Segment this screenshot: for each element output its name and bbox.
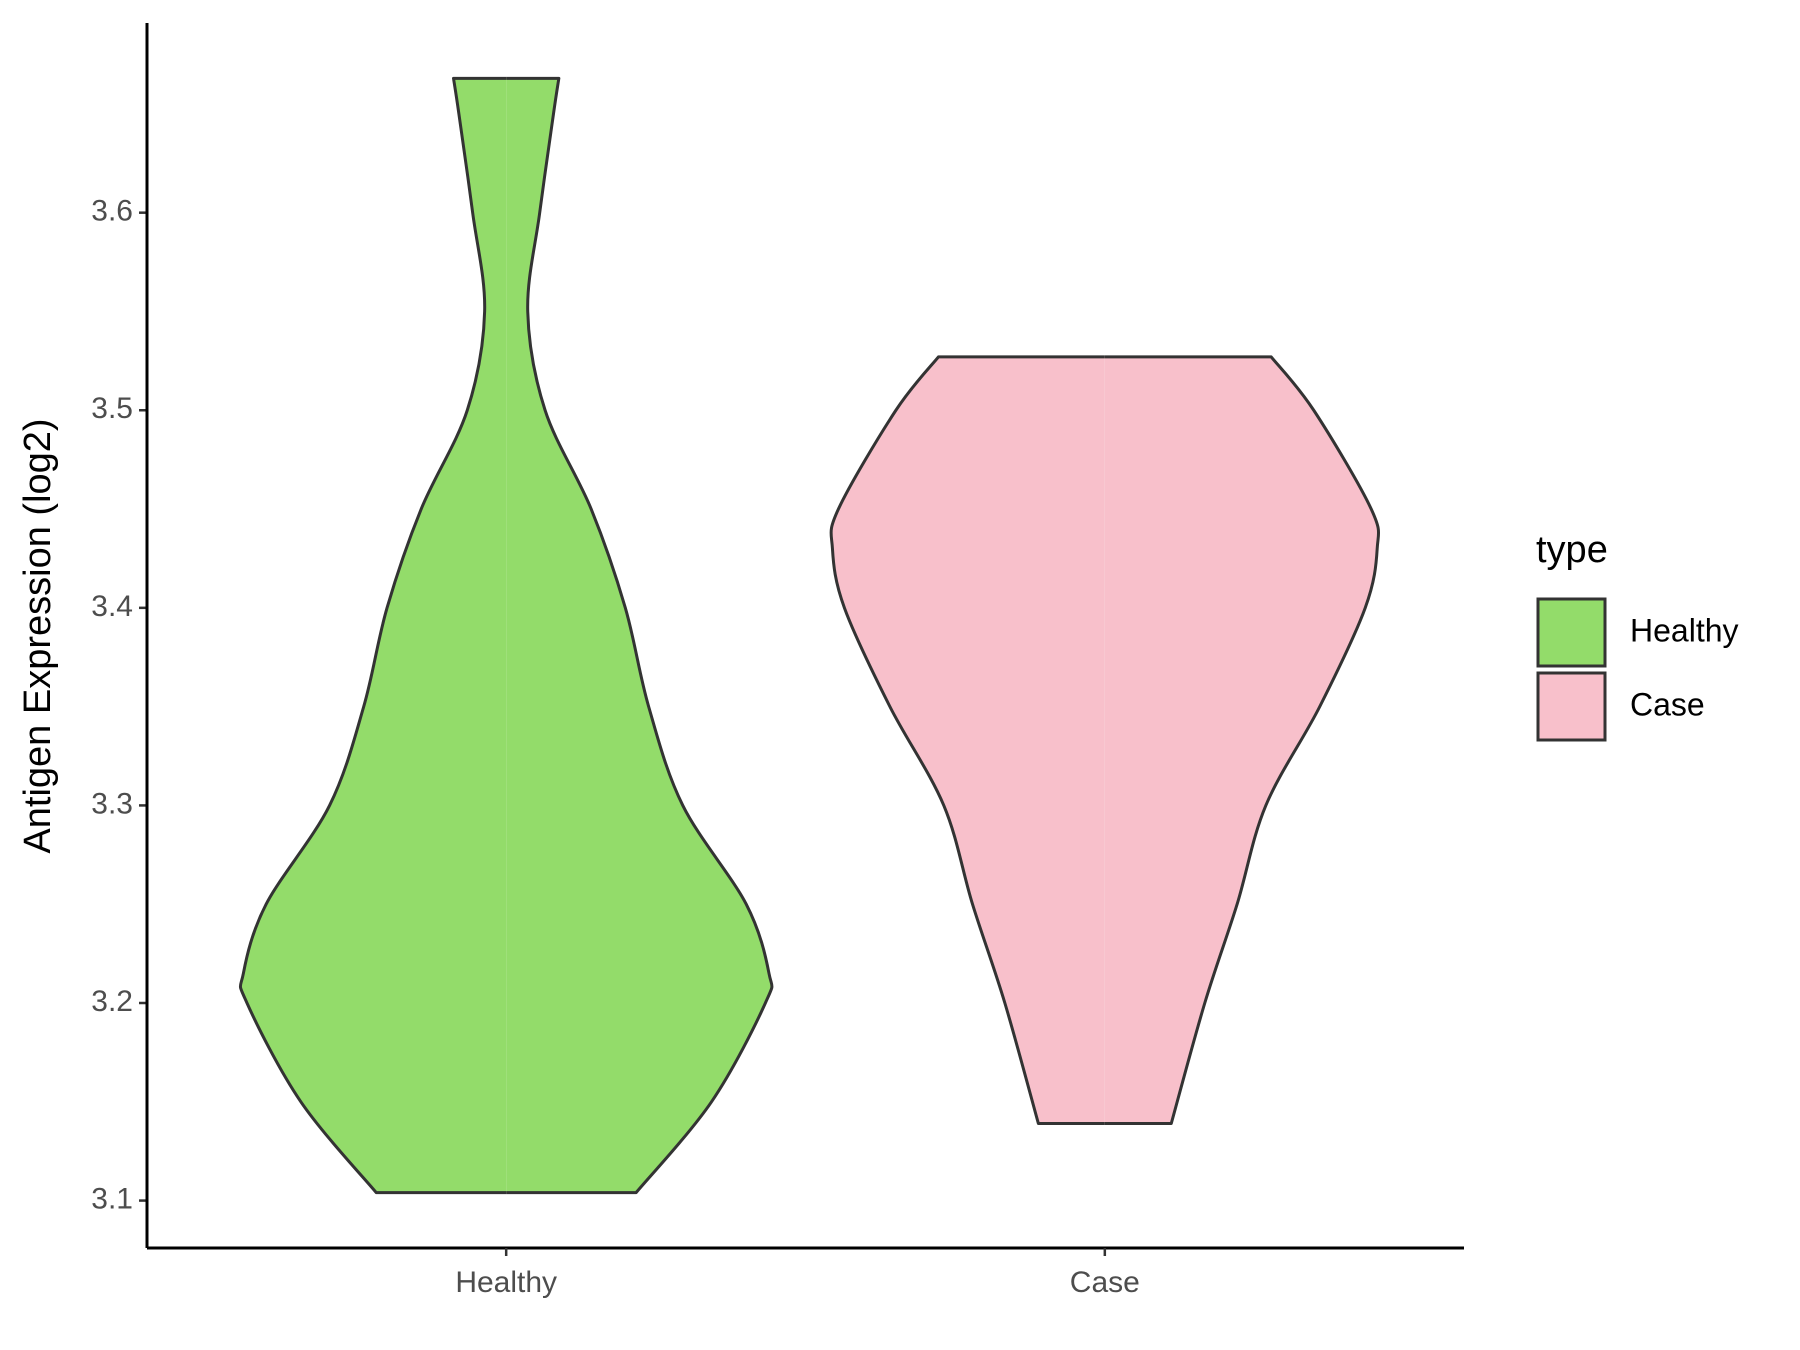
legend-key bbox=[1536, 597, 1607, 668]
x-tick-label: Healthy bbox=[455, 1266, 557, 1299]
y-tick-label: 3.2 bbox=[91, 985, 133, 1018]
violin-half bbox=[506, 76, 774, 1195]
y-axis-title: Antigen Expression (log2) bbox=[17, 418, 59, 853]
violin-half bbox=[238, 76, 507, 1195]
violin-half bbox=[1104, 355, 1381, 1126]
y-tick-label: 3.6 bbox=[91, 195, 133, 228]
legend-key bbox=[1536, 671, 1607, 742]
y-tick-label: 3.4 bbox=[91, 590, 133, 623]
legend-label: Case bbox=[1630, 686, 1705, 722]
y-tick-label: 3.1 bbox=[91, 1183, 133, 1216]
legend-label: Healthy bbox=[1630, 612, 1739, 648]
x-tick-label: Case bbox=[1070, 1266, 1140, 1299]
y-tick-label: 3.3 bbox=[91, 787, 133, 820]
y-tick-label: 3.5 bbox=[91, 392, 133, 425]
legend-title: type bbox=[1536, 529, 1608, 571]
violin-half bbox=[829, 355, 1105, 1126]
